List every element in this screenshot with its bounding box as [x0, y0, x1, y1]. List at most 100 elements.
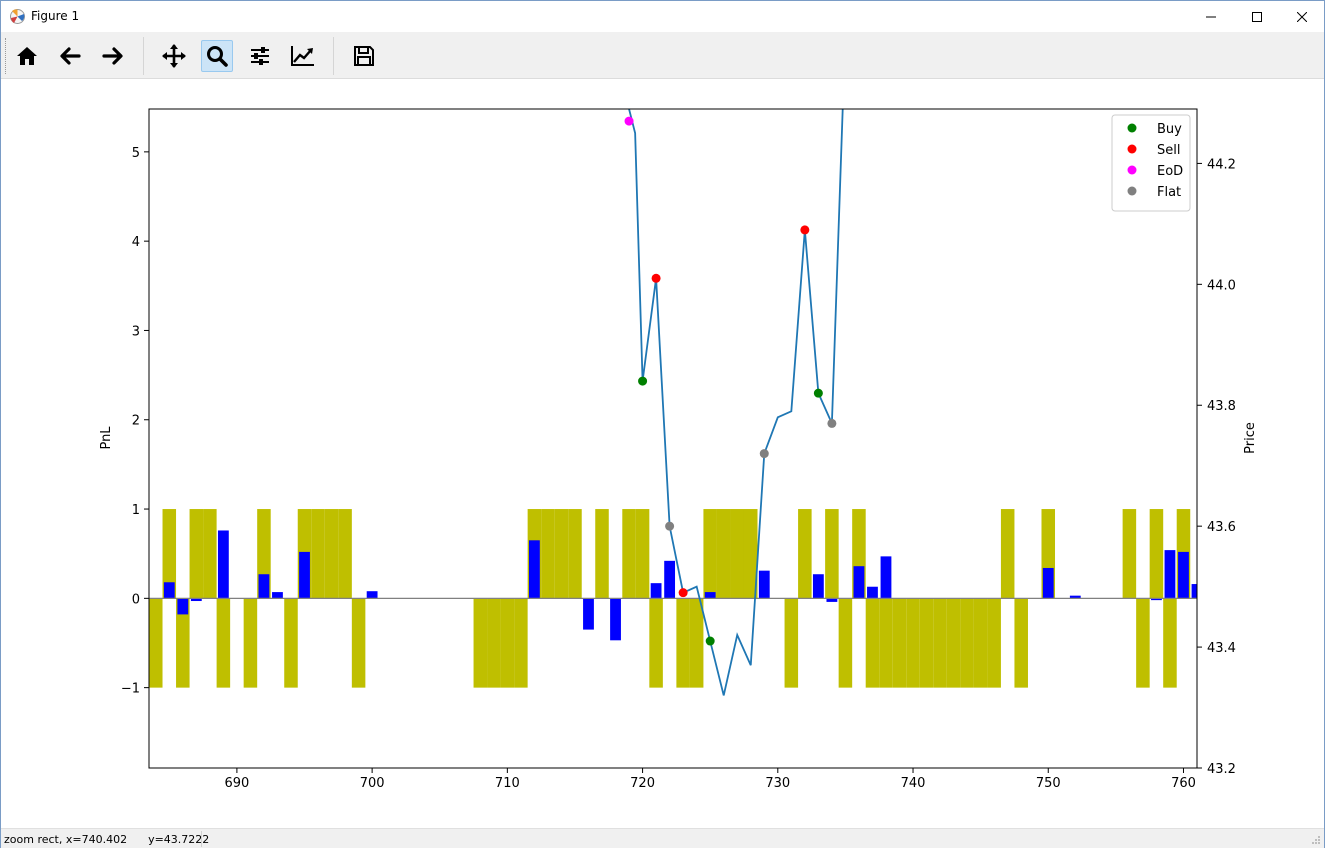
- position-bar: [689, 598, 704, 688]
- y-tick-label-left: 3: [132, 324, 140, 339]
- x-tick-label: 690: [224, 776, 249, 791]
- pnl-bar: [528, 540, 540, 599]
- x-tick-label: 700: [360, 776, 385, 791]
- subplots-button[interactable]: [244, 40, 276, 72]
- position-bar: [514, 598, 528, 688]
- y-tick-label-right: 43.6: [1207, 520, 1236, 535]
- trade-marker-sell: [800, 225, 810, 235]
- legend-label: Buy: [1157, 122, 1182, 137]
- position-bar: [919, 598, 934, 688]
- pnl-bar: [880, 556, 892, 599]
- position-bar: [906, 598, 920, 688]
- position-bar: [987, 598, 1001, 688]
- trade-marker-eod: [624, 116, 634, 126]
- x-tick-label: 710: [495, 776, 520, 791]
- move-icon: [162, 44, 186, 68]
- toolbar-separator: [333, 37, 334, 75]
- position-bar: [784, 598, 799, 688]
- back-button[interactable]: [54, 40, 86, 72]
- pnl-bar: [583, 598, 594, 630]
- y-tick-label-left: 0: [132, 592, 140, 607]
- position-bar: [703, 509, 717, 599]
- close-button[interactable]: [1279, 1, 1325, 32]
- toolbar-separator: [143, 37, 144, 75]
- toolbar-grip[interactable]: [5, 38, 7, 74]
- matplotlib-app-icon: [10, 9, 25, 24]
- y-tick-label-left: 1: [132, 503, 140, 518]
- status-readout: zoom rect, x=740.402 y=43.7222: [4, 833, 210, 846]
- position-bar: [1014, 598, 1028, 688]
- chart-line-icon: [291, 46, 314, 66]
- position-bar: [243, 598, 258, 688]
- y-tick-label-right: 44.2: [1207, 157, 1236, 172]
- plot-frame: [148, 108, 1198, 769]
- position-bar: [825, 509, 839, 599]
- y-tick-label-left: 4: [132, 235, 140, 250]
- floppy-icon: [354, 46, 374, 66]
- pnl-bar: [826, 598, 838, 602]
- status-mode: zoom rect: [4, 833, 59, 846]
- pnl-bar: [664, 560, 676, 599]
- position-bar: [946, 598, 961, 688]
- position-bar: [1000, 509, 1015, 599]
- position-bar: [892, 598, 907, 688]
- trade-marker-flat: [759, 449, 769, 459]
- forward-button[interactable]: [97, 40, 129, 72]
- position-bar: [865, 598, 880, 688]
- pnl-bar: [1069, 595, 1081, 599]
- pnl-bar: [272, 592, 283, 599]
- pnl-bar: [853, 566, 865, 599]
- position-bar: [324, 509, 339, 599]
- figure-canvas[interactable]: 690 700 710 720 730 740 750 760 −1 0 1 2 3 4 5 43.2 43…: [1, 80, 1324, 828]
- position-bar: [649, 598, 663, 688]
- price-line: [628, 109, 844, 696]
- pnl-bar: [812, 574, 824, 599]
- position-bar: [933, 598, 947, 688]
- y-tick-label-left: 2: [132, 414, 140, 429]
- position-bar: [554, 509, 569, 599]
- status-y: y=43.7222: [148, 833, 210, 846]
- pnl-bar: [704, 592, 716, 599]
- legend-label: EoD: [1157, 164, 1183, 179]
- pnl-bar: [867, 586, 878, 599]
- save-button[interactable]: [348, 40, 380, 72]
- y-tick-label-left: −1: [121, 682, 140, 697]
- position-bar: [351, 598, 366, 688]
- position-bar: [743, 509, 758, 599]
- trade-marker-buy: [705, 636, 715, 646]
- home-button[interactable]: [11, 40, 43, 72]
- legend-label: Sell: [1157, 143, 1180, 158]
- chart[interactable]: 690 700 710 720 730 740 750 760 −1 0 1 2 3 4 5 43.2 43…: [1, 80, 1324, 828]
- y-tick-label-right: 43.4: [1207, 641, 1236, 656]
- axes-edit-button[interactable]: [287, 40, 319, 72]
- minimize-button[interactable]: [1188, 1, 1234, 32]
- pnl-bar: [1042, 567, 1054, 599]
- legend-marker: [1127, 186, 1137, 196]
- x-tick-label: 720: [630, 776, 655, 791]
- pnl-bar: [299, 551, 310, 599]
- close-icon: [1297, 11, 1307, 22]
- position-bar: [622, 509, 636, 599]
- pan-button[interactable]: [158, 40, 190, 72]
- home-icon: [17, 47, 37, 65]
- pnl-bar: [610, 598, 621, 641]
- position-bar: [216, 598, 231, 688]
- x-tick-label: 740: [901, 776, 926, 791]
- position-bar: [284, 598, 298, 688]
- y-axis-label-right: Price: [1243, 422, 1258, 454]
- y-axis-label-left: PnL: [99, 426, 114, 450]
- title-bar: Figure 1: [1, 1, 1324, 32]
- legend-marker: [1127, 165, 1137, 175]
- minimize-icon: [1206, 16, 1216, 17]
- status-separator: [201, 831, 202, 847]
- legend: Buy Sell EoD Flat: [1111, 114, 1191, 212]
- maximize-button[interactable]: [1234, 1, 1280, 32]
- arrow-right-icon: [102, 47, 123, 65]
- position-bar: [487, 598, 501, 688]
- resize-grip-icon[interactable]: [1311, 835, 1321, 845]
- sliders-icon: [251, 47, 269, 65]
- legend-marker: [1127, 144, 1137, 154]
- position-bar: [176, 598, 190, 688]
- zoom-button[interactable]: [201, 40, 233, 72]
